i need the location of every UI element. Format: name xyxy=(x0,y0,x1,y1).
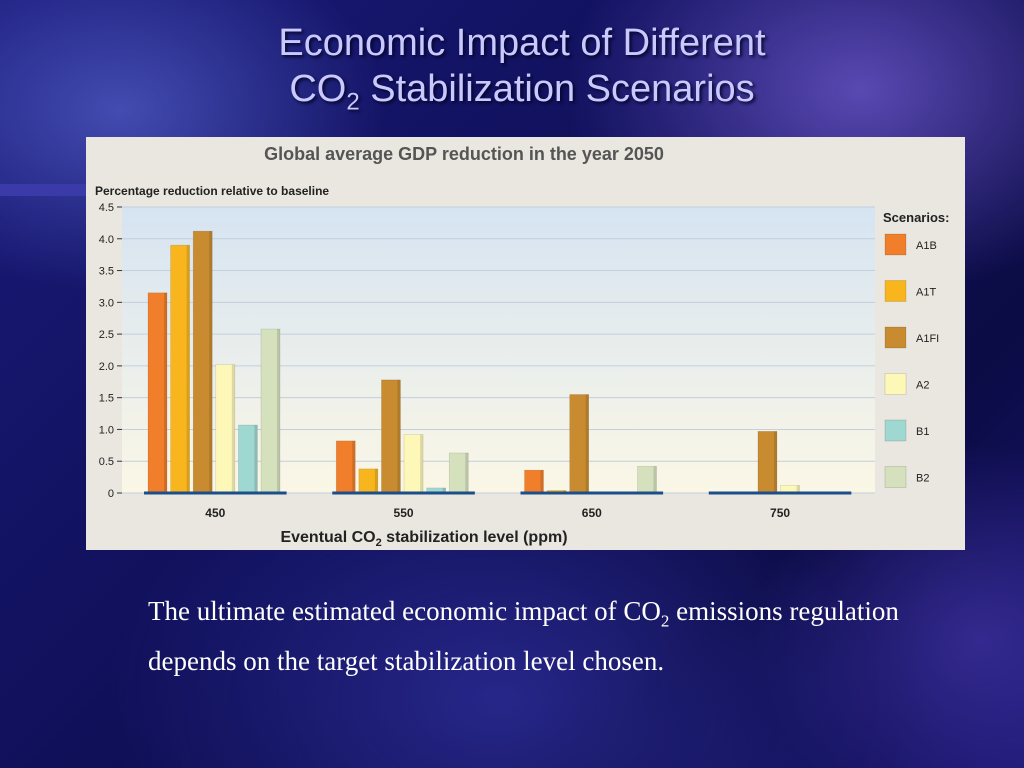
bar-shade xyxy=(465,452,469,493)
legend: A1B A1T A1FI A2 B1 B2 xyxy=(884,233,939,488)
legend-swatch-b1 xyxy=(884,419,907,442)
x-tick-label-650: 650 xyxy=(582,506,602,520)
x-tick-labels: 450 550 650 750 xyxy=(205,506,790,520)
y-tick-label: 3.5 xyxy=(99,266,114,278)
accent-bar xyxy=(0,184,86,196)
y-tick-label: 2.5 xyxy=(99,329,114,341)
bar-shade xyxy=(397,379,401,493)
slide-caption: The ultimate estimated economic impact o… xyxy=(148,591,938,681)
title-suffix: Stabilization Scenarios xyxy=(359,68,755,110)
legend-swatch-a2 xyxy=(884,373,907,395)
caption-part-1: The ultimate estimated economic impact o… xyxy=(148,596,661,626)
y-tick-label: 0.5 xyxy=(99,456,114,468)
x-axis-label: Eventual CO2 stabilization level (ppm) xyxy=(280,529,567,549)
bar-shade xyxy=(231,364,235,493)
bar-shade xyxy=(653,466,657,493)
title-co: CO xyxy=(289,68,347,110)
legend-swatch-a1fi xyxy=(884,326,907,349)
x-axis-label-subscript: 2 xyxy=(376,537,382,549)
legend-label-a2: A2 xyxy=(916,380,929,392)
legend-label-a1t: A1T xyxy=(916,287,936,299)
y-tick-label: 1.0 xyxy=(99,424,114,436)
y-tick-label: 2.0 xyxy=(99,361,114,373)
caption-part-2: emissions regulation depends on the targ… xyxy=(148,596,899,677)
bar-shade xyxy=(277,329,280,493)
chart-panel: Global average GDP reduction in the year… xyxy=(86,137,965,550)
gdp-reduction-chart: Global average GDP reduction in the year… xyxy=(95,144,949,549)
legend-label-b1: B1 xyxy=(916,426,929,438)
legend-label-b2: B2 xyxy=(916,473,929,485)
y-tick-label: 4.5 xyxy=(99,202,114,214)
bar-shade xyxy=(352,440,356,493)
bar-shade xyxy=(420,434,424,493)
legend-label-a1fi: A1FI xyxy=(916,333,939,345)
bars xyxy=(147,230,800,494)
slide-title-line-2: CO2 Stabilization Scenarios xyxy=(0,66,1024,126)
x-tick-label-750: 750 xyxy=(770,506,790,520)
bar-shade xyxy=(442,487,446,493)
y-axis-label: Percentage reduction relative to baselin… xyxy=(95,184,329,198)
bar-shade xyxy=(540,470,544,493)
legend-swatch-b2 xyxy=(884,466,907,488)
y-tick-labels: 4.5 4.0 3.5 3.0 2.5 2.0 1.5 1.0 0.5 0 xyxy=(99,202,114,500)
bar-shade xyxy=(209,231,213,493)
slide-title: Economic Impact of Different CO2 Stabili… xyxy=(0,20,1024,126)
y-tick-label: 0 xyxy=(108,488,114,500)
x-axis-label-prefix: Eventual CO xyxy=(280,529,375,546)
bar-shade xyxy=(164,292,167,493)
legend-swatch-a1b xyxy=(884,233,907,256)
caption-subscript: 2 xyxy=(660,611,670,631)
bar-shade xyxy=(585,394,589,493)
title-co-subscript: 2 xyxy=(346,88,360,116)
x-tick-label-450: 450 xyxy=(205,506,225,520)
x-axis-label-suffix: stabilization level (ppm) xyxy=(382,529,568,546)
chart-title: Global average GDP reduction in the year… xyxy=(264,144,664,164)
slide-title-line-1: Economic Impact of Different xyxy=(278,22,766,64)
bar-shade xyxy=(796,485,800,493)
bar-shade xyxy=(254,424,258,493)
legend-swatch-a1t xyxy=(884,280,907,302)
y-tick-label: 3.0 xyxy=(99,297,114,309)
legend-title: Scenarios: xyxy=(883,210,949,225)
bar-shade xyxy=(186,245,190,493)
legend-label-a1b: A1B xyxy=(916,240,937,252)
y-tick-label: 4.0 xyxy=(99,234,114,246)
x-tick-label-550: 550 xyxy=(394,506,414,520)
bar-shade xyxy=(773,431,777,493)
bar-shade xyxy=(374,468,378,493)
y-tick-label: 1.5 xyxy=(99,393,114,405)
